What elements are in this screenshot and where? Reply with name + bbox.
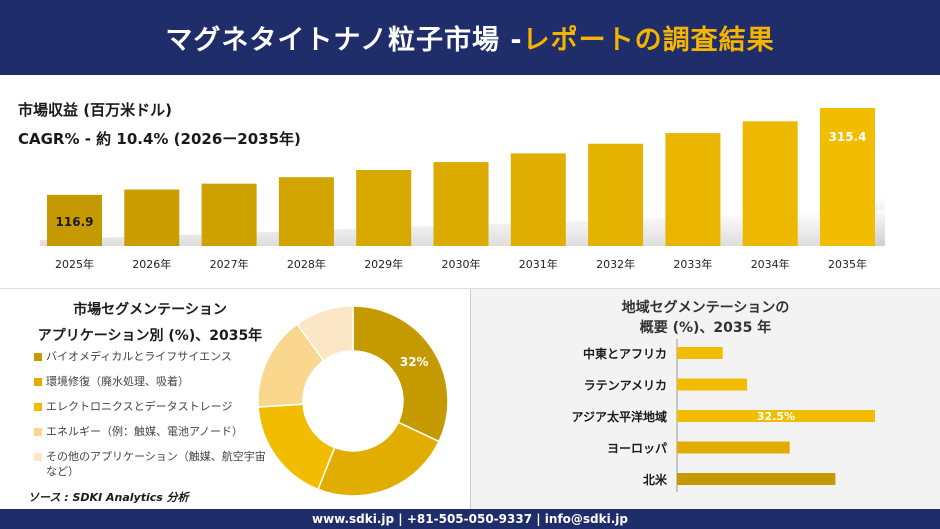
revenue-year-label: 2029年 <box>364 257 403 271</box>
revenue-year-label: 2032年 <box>596 257 635 271</box>
revenue-bar <box>356 169 412 246</box>
region-label: 北米 <box>643 472 668 487</box>
segment-title-line1: 市場セグメンテーション <box>73 302 227 318</box>
legend-swatch <box>34 353 42 361</box>
region-bar <box>677 378 748 391</box>
legend-label: その他のアプリケーション（触媒、航空宇宙など） <box>46 450 266 478</box>
footer-contact: www.sdki.jp | +81-505-050-9337 | info@sd… <box>311 512 628 526</box>
revenue-year-label: 2031年 <box>519 257 558 271</box>
report-title-main: マグネタイトナノ粒子市場 - <box>165 25 523 56</box>
revenue-bar <box>820 108 875 246</box>
revenue-panel: 市場収益 (百万米ドル) CAGR% - 約 10.4% (2026ー2035年… <box>0 75 940 283</box>
footer-bar: www.sdki.jp | +81-505-050-9337 | info@sd… <box>0 509 940 529</box>
revenue-bar <box>665 133 721 246</box>
region-segment-panel: 地域セグメンテーションの 概要 (%)、2035 年 中東とアフリカ ラテンアメリ… <box>471 289 940 509</box>
donut-legend-item: 環境修復（廃水処理、吸着） <box>34 374 274 389</box>
revenue-year-label: 2033年 <box>673 257 712 271</box>
revenue-data-label: 116.9 <box>56 215 94 229</box>
region-label: ラテンアメリカ <box>584 379 667 393</box>
legend-label: エネルギー（例：触媒、電池アノード） <box>46 425 244 438</box>
region-label: ヨーロッパ <box>607 442 667 456</box>
application-segment-panel: 市場セグメンテーション アプリケーション別 (%)、2035年 32% バイオメ… <box>0 289 470 509</box>
legend-swatch <box>34 403 42 411</box>
cagr-label: CAGR% - 約 10.4% (2026ー2035年) <box>18 130 301 148</box>
revenue-year-label: 2030年 <box>442 257 481 271</box>
revenue-year-label: 2025年 <box>55 257 94 271</box>
report-title: マグネタイトナノ粒子市場 -レポートの調査結果 <box>165 18 774 57</box>
donut-legend-item: エネルギー（例：触媒、電池アノード） <box>34 424 274 439</box>
revenue-bar <box>433 162 489 246</box>
section-divider <box>0 288 940 289</box>
revenue-label: 市場収益 (百万米ドル) <box>18 101 172 119</box>
revenue-bar <box>510 153 566 246</box>
region-bar <box>677 441 790 454</box>
report-title-accent: レポートの調査結果 <box>522 25 775 56</box>
revenue-year-label: 2035年 <box>828 257 867 271</box>
region-bar <box>677 410 875 422</box>
donut-slice <box>317 421 440 497</box>
region-title-line1: 地域セグメンテーションの <box>621 300 790 316</box>
revenue-bar <box>201 183 257 246</box>
region-label: 中東とアフリカ <box>583 346 667 361</box>
legend-label: 環境修復（廃水処理、吸着） <box>46 375 189 388</box>
legend-label: エレクトロニクスとデータストレージ <box>46 400 233 413</box>
legend-label: バイオメディカルとライフサイエンス <box>46 350 232 363</box>
donut-slice <box>296 305 354 362</box>
region-title-line2: 概要 (%)、2035 年 <box>639 320 772 336</box>
report-header: マグネタイトナノ粒子市場 -レポートの調査結果 <box>0 0 940 75</box>
donut-data-label: 32% <box>400 355 429 369</box>
revenue-bar <box>124 189 180 246</box>
region-label: アジア太平洋地域 <box>571 409 667 424</box>
donut-legend-item: エレクトロニクスとデータストレージ <box>34 399 274 414</box>
revenue-bar <box>278 177 334 246</box>
revenue-bar <box>588 143 644 246</box>
region-data-label: 32.5% <box>757 410 795 423</box>
revenue-data-label: 315.4 <box>829 130 867 144</box>
revenue-bar <box>47 194 102 246</box>
legend-swatch <box>34 453 42 461</box>
region-bar <box>677 347 723 359</box>
segment-title-line2: アプリケーション別 (%)、2035年 <box>37 328 263 344</box>
revenue-year-label: 2034年 <box>751 257 790 271</box>
revenue-bar-chart: 2025年 116.9 2026年 2027年 2028年 2029年 2030年 2031年… <box>40 108 885 271</box>
revenue-bar <box>742 121 798 246</box>
vertical-separator <box>470 289 471 509</box>
donut-slice <box>352 305 449 443</box>
application-donut-chart: 32% <box>257 305 449 497</box>
source-note: ソース : SDKI Analytics 分析 <box>28 491 189 504</box>
donut-legend-item: バイオメディカルとライフサイエンス <box>34 349 274 364</box>
legend-swatch <box>34 428 42 436</box>
region-bar <box>677 473 836 485</box>
donut-legend: バイオメディカルとライフサイエンス 環境修復（廃水処理、吸着） エレクトロニクスとデ… <box>34 349 274 489</box>
revenue-year-label: 2028年 <box>287 257 326 271</box>
legend-swatch <box>34 378 42 386</box>
revenue-year-label: 2026年 <box>132 257 171 271</box>
revenue-year-label: 2027年 <box>210 257 249 271</box>
donut-legend-item: その他のアプリケーション（触媒、航空宇宙など） <box>34 449 274 479</box>
